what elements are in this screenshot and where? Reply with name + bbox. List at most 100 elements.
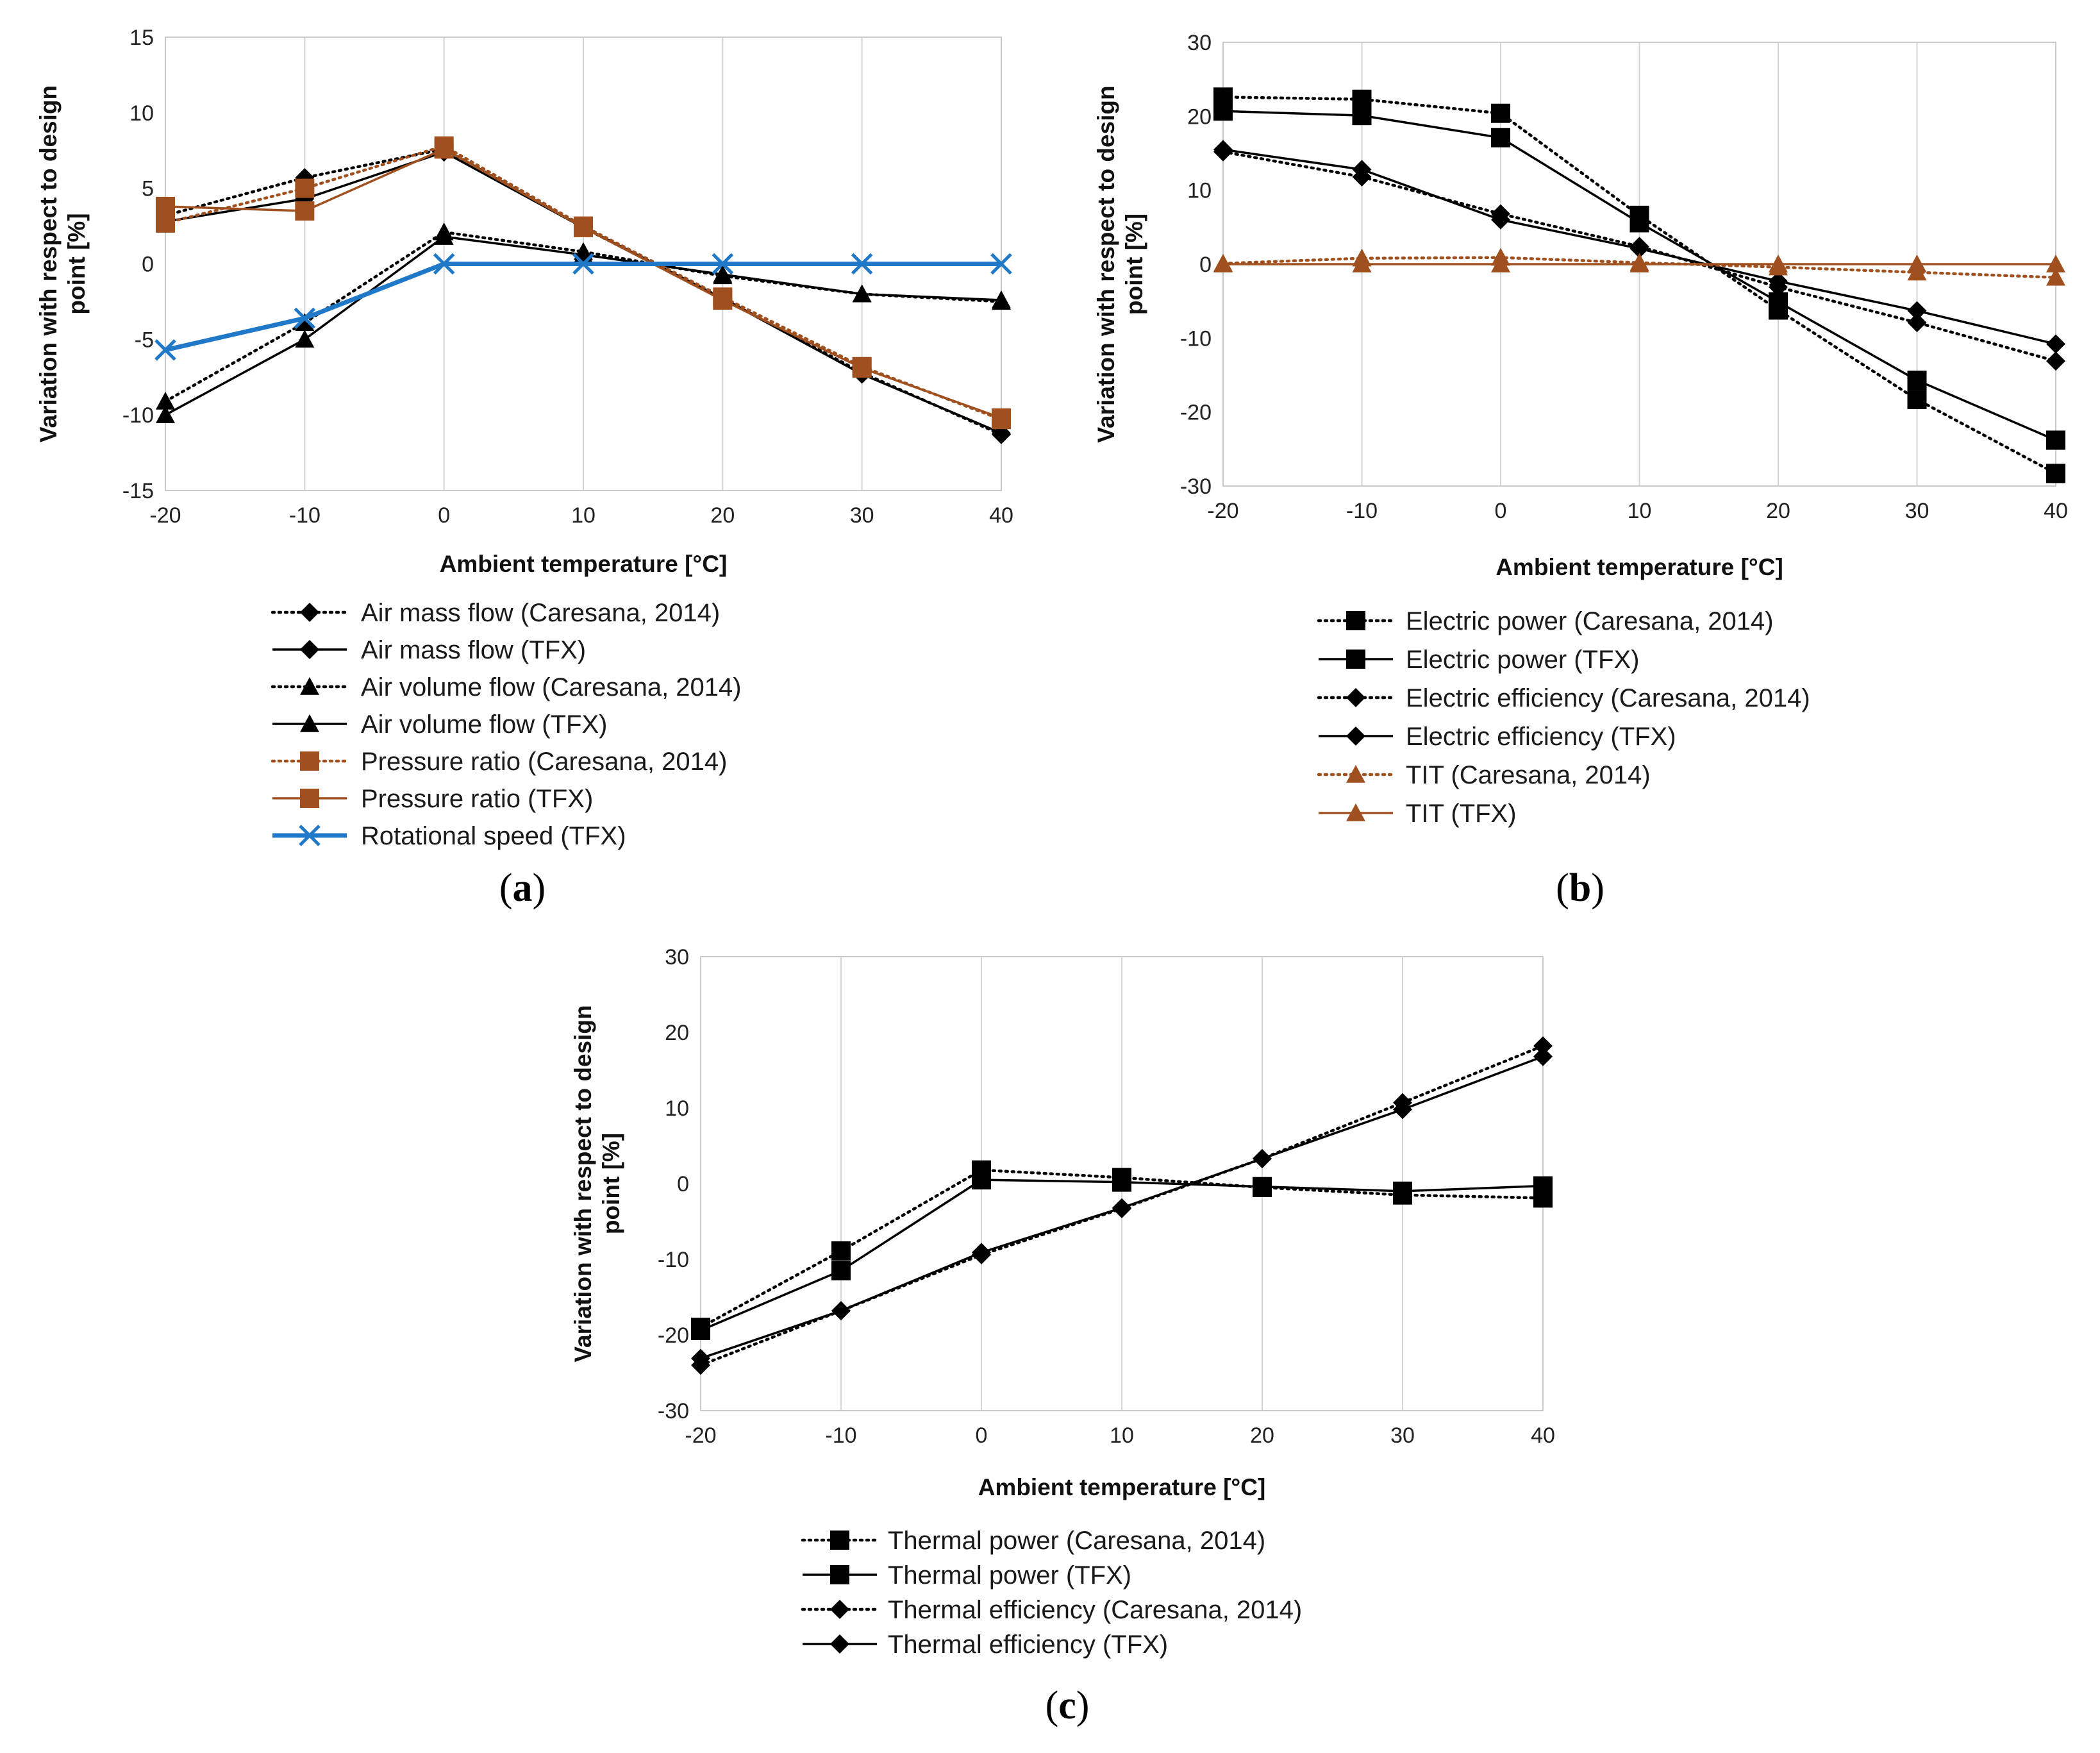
legend-entry: Thermal power (Caresana, 2014) — [888, 1527, 1265, 1555]
x-tick-label: 30 — [1390, 1423, 1415, 1448]
legend-entry: Air mass flow (TFX) — [361, 636, 586, 664]
data-point — [1629, 239, 1649, 258]
data-point — [295, 178, 315, 198]
y-axis-label: Variation with respect to design point [%… — [570, 1005, 624, 1362]
y-tick-label: -10 — [658, 1248, 689, 1272]
legend-entry: Thermal power (TFX) — [888, 1561, 1131, 1589]
data-point — [1213, 101, 1233, 121]
data-point — [992, 290, 1011, 308]
legend-entry: Rotational speed (TFX) — [361, 822, 626, 850]
data-point — [1352, 160, 1372, 180]
series-5 — [156, 139, 1011, 428]
legend-entry: Electric efficiency (Caresana, 2014) — [1406, 684, 1810, 712]
data-point — [1533, 1046, 1553, 1066]
data-point — [972, 1170, 991, 1190]
legend-marker — [1346, 611, 1365, 630]
legend-marker — [299, 825, 321, 846]
y-tick-label: -10 — [122, 403, 154, 428]
x-tick-label: 10 — [1110, 1423, 1134, 1448]
y-tick-label: 0 — [1199, 253, 1212, 277]
legend-entry: Electric power (TFX) — [1406, 646, 1640, 674]
legend-marker — [1346, 726, 1365, 746]
data-point — [1491, 210, 1510, 230]
x-tick-label: 40 — [989, 503, 1013, 528]
data-point — [2046, 430, 2065, 450]
x-axis-label: Ambient temperature [°C] — [1496, 554, 1783, 580]
x-tick-label: 0 — [1495, 499, 1507, 523]
data-point — [1213, 255, 1233, 273]
legend-marker — [300, 751, 319, 771]
data-point — [1112, 1198, 1131, 1218]
x-tick-label: 30 — [850, 503, 874, 528]
x-axis-label: Ambient temperature [°C] — [440, 551, 728, 577]
y-axis-label-line: Variation with respect to design — [1093, 85, 1119, 442]
x-tick-label: 10 — [1628, 499, 1652, 523]
y-tick-label: 30 — [665, 945, 689, 969]
legend-entry: Air mass flow (Caresana, 2014) — [361, 599, 720, 627]
data-point — [972, 1243, 991, 1262]
y-tick-label: -15 — [122, 479, 154, 503]
panel-label: (a) — [499, 866, 546, 910]
data-point — [1112, 1172, 1131, 1192]
data-point — [1907, 313, 1927, 333]
data-point — [156, 405, 175, 423]
x-tick-label: 20 — [1250, 1423, 1274, 1448]
data-point — [2046, 255, 2065, 273]
data-point — [691, 1348, 710, 1368]
data-point — [295, 201, 315, 221]
series-1 — [1213, 101, 2065, 450]
chart-a: -15 -10 -5 0 5 10 15 -20 -10 0 10 20 30 40 Ambient tem… — [35, 26, 1013, 910]
data-point — [2046, 464, 2065, 483]
x-tick-label: 40 — [2044, 499, 2068, 523]
legend-marker-stroke-b — [299, 825, 321, 846]
data-point — [154, 339, 176, 361]
legend: Thermal power (Caresana, 2014) Thermal po… — [801, 1527, 1302, 1659]
legend-entry: Pressure ratio (Caresana, 2014) — [361, 748, 727, 776]
y-tick-label: 10 — [129, 101, 154, 126]
y-tick-label: 20 — [665, 1021, 689, 1045]
legend-entry: Air volume flow (Caresana, 2014) — [361, 673, 742, 701]
legend-entry: Electric efficiency (TFX) — [1406, 723, 1676, 751]
y-tick-label: 0 — [677, 1172, 689, 1196]
legend-entry: TIT (TFX) — [1406, 800, 1517, 828]
data-point — [1769, 255, 1788, 273]
data-point-stroke-b — [433, 253, 455, 275]
x-tick-label: 30 — [1905, 499, 1929, 523]
legend-marker — [300, 789, 319, 808]
legend-marker — [300, 677, 319, 695]
panel-label-letter: a — [513, 866, 533, 910]
x-tick-label: 0 — [976, 1423, 988, 1448]
y-axis-label-line: Variation with respect to design — [35, 85, 62, 442]
x-tick-label: -10 — [1346, 499, 1378, 523]
data-point — [434, 227, 454, 245]
data-point — [1491, 103, 1510, 123]
y-axis-label: Variation with respect to design point [%… — [1093, 85, 1147, 442]
panel-label: (c) — [1046, 1684, 1090, 1727]
data-point — [691, 1320, 710, 1340]
x-tick-label: 40 — [1531, 1423, 1555, 1448]
data-point-stroke-b — [851, 253, 873, 275]
data-point — [713, 290, 733, 310]
data-point — [572, 253, 594, 275]
data-point — [1352, 106, 1372, 126]
data-point — [1907, 390, 1927, 410]
data-point — [1533, 1176, 1553, 1196]
series-3 — [691, 1046, 1553, 1368]
data-point — [713, 264, 733, 283]
data-point-stroke-b — [572, 253, 594, 275]
data-point — [1629, 213, 1649, 233]
data-point — [434, 139, 454, 159]
data-point — [1491, 255, 1510, 273]
legend-entry: TIT (Caresana, 2014) — [1406, 761, 1651, 789]
y-tick-label: -20 — [658, 1323, 689, 1348]
data-point — [1352, 89, 1372, 109]
data-point — [831, 1261, 851, 1280]
y-axis-label-line: point [%] — [63, 213, 90, 314]
series-3 — [1213, 140, 2065, 354]
y-tick-label: 30 — [1187, 31, 1212, 55]
data-point — [433, 253, 455, 275]
data-point-stroke-b — [990, 253, 1012, 275]
data-point — [2046, 351, 2065, 371]
